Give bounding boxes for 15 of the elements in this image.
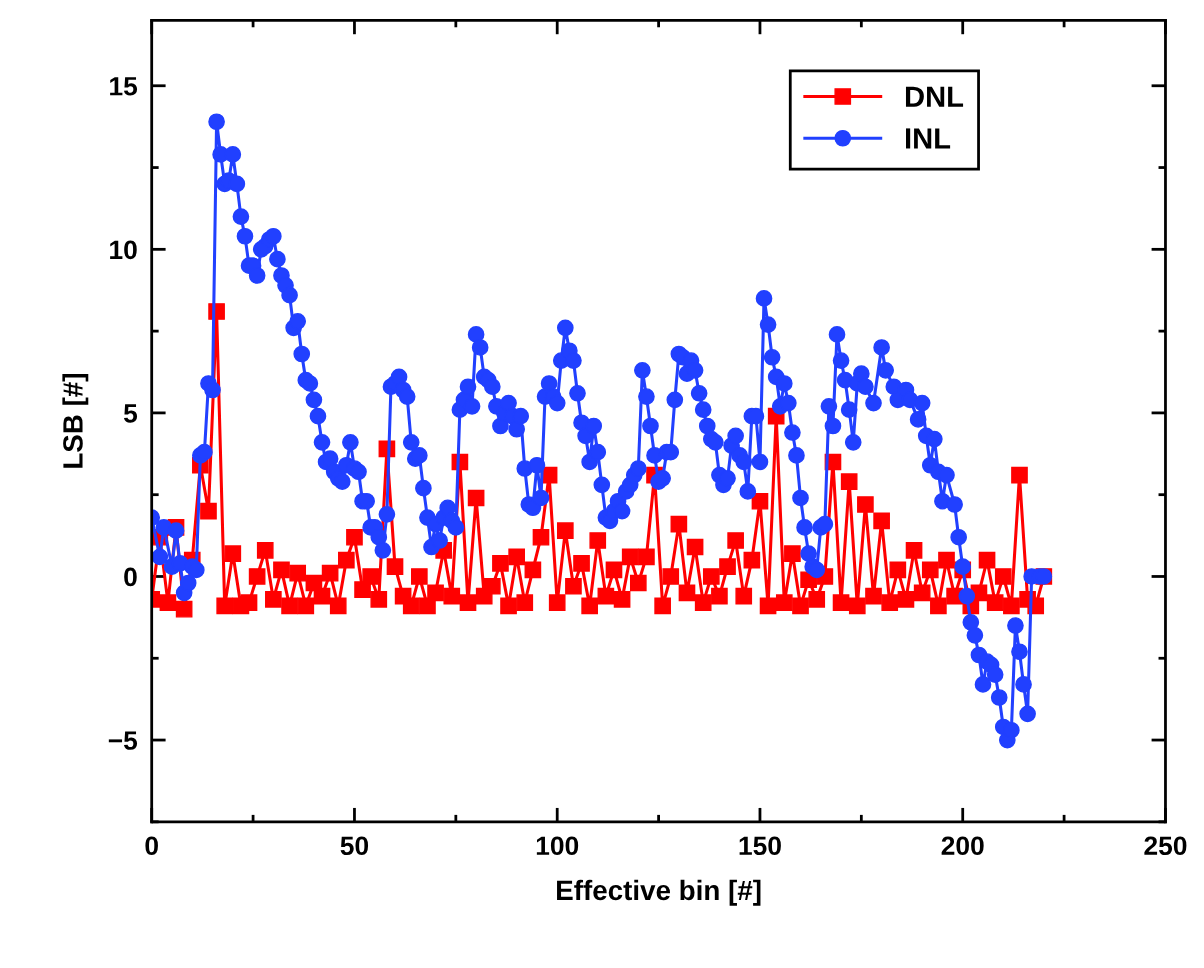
y-tick-label: 10: [110, 240, 137, 260]
y-axis-title: LSB [#]: [62, 374, 89, 468]
x-axis-title: Effective bin [#]: [557, 879, 761, 906]
x-tick-label: 150: [739, 836, 781, 856]
y-tick-label: −5: [108, 731, 138, 750]
x-tick-label: 250: [1144, 836, 1187, 856]
x-tick-label: 0: [145, 836, 158, 856]
x-tick-label: 50: [340, 836, 369, 856]
y-tick-label: 15: [110, 77, 138, 96]
legend-label: DNL: [905, 86, 964, 107]
x-tick-label: 100: [536, 836, 579, 856]
x-tick-label: 200: [941, 836, 984, 856]
legend-label: INL: [905, 128, 951, 149]
y-tick-label: 0: [124, 567, 137, 587]
y-tick-label: 5: [123, 404, 138, 423]
